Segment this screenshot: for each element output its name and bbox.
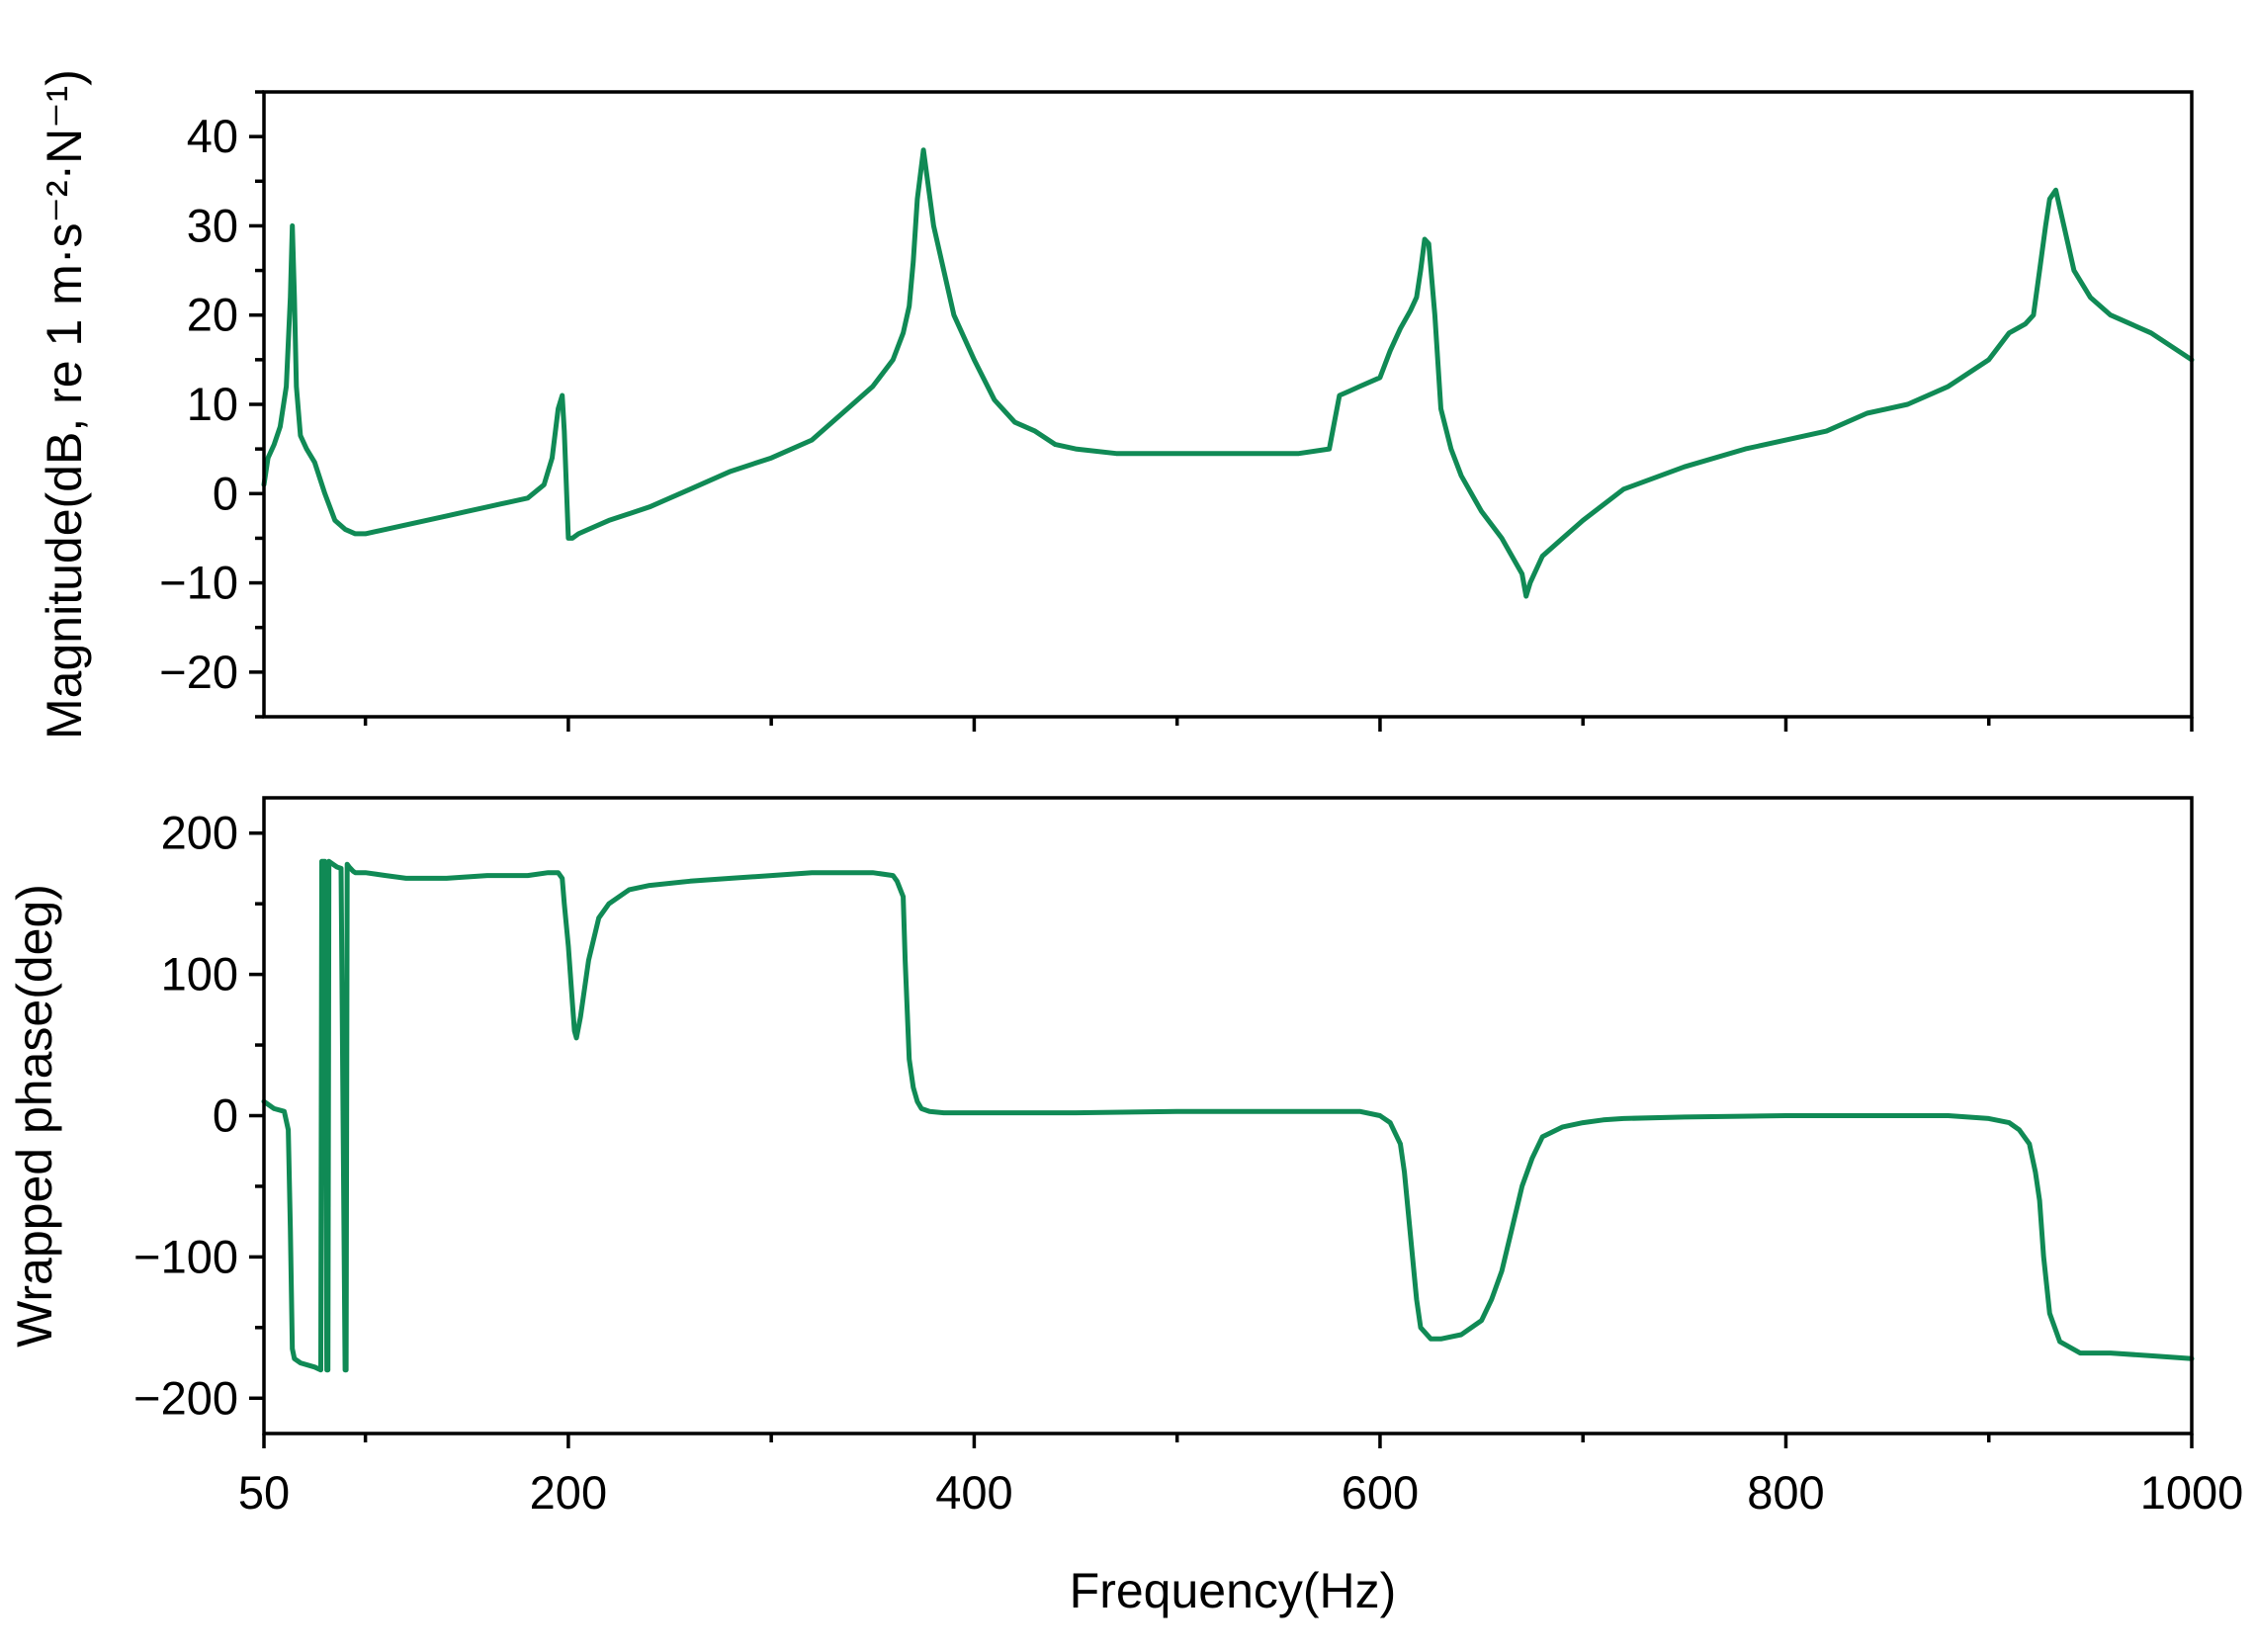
y-tick-label: 20 xyxy=(187,289,238,341)
y-tick-label: 10 xyxy=(187,378,238,430)
y-tick-label: 0 xyxy=(213,1089,238,1142)
x-tick-label: 200 xyxy=(530,1466,607,1519)
x-tick-label: 600 xyxy=(1342,1466,1419,1519)
x-axis-title: Frequency(Hz) xyxy=(1070,1563,1397,1618)
x-tick-label: 1000 xyxy=(2140,1466,2244,1519)
x-tick-label: 400 xyxy=(935,1466,1012,1519)
x-tick-label: 800 xyxy=(1747,1466,1824,1519)
y-tick-label: −20 xyxy=(159,646,238,698)
y-tick-label: −10 xyxy=(159,557,238,609)
y-tick-label: 40 xyxy=(187,110,238,162)
x-tick-label: 50 xyxy=(238,1466,290,1519)
y-tick-label: −100 xyxy=(133,1230,238,1282)
series-line-0 xyxy=(261,858,2195,1373)
y-axis-title: Magnitude(dB, re 1 m·s⁻²·N⁻¹) xyxy=(37,69,92,739)
y-tick-label: 0 xyxy=(213,467,238,519)
magnitude-plot-panel: 40 30 20 10 0 −10 −20 Magnitude(dB, re 1 m·s⁻²·… xyxy=(37,69,2195,739)
y-tick-label: −200 xyxy=(133,1371,238,1424)
y-tick-label: 30 xyxy=(187,199,238,251)
y-axis-title: Wrapped phase(deg) xyxy=(7,884,62,1348)
y-tick-label: 100 xyxy=(161,948,238,1000)
y-tick-label: 200 xyxy=(161,807,238,859)
series-line-0 xyxy=(261,147,2195,599)
